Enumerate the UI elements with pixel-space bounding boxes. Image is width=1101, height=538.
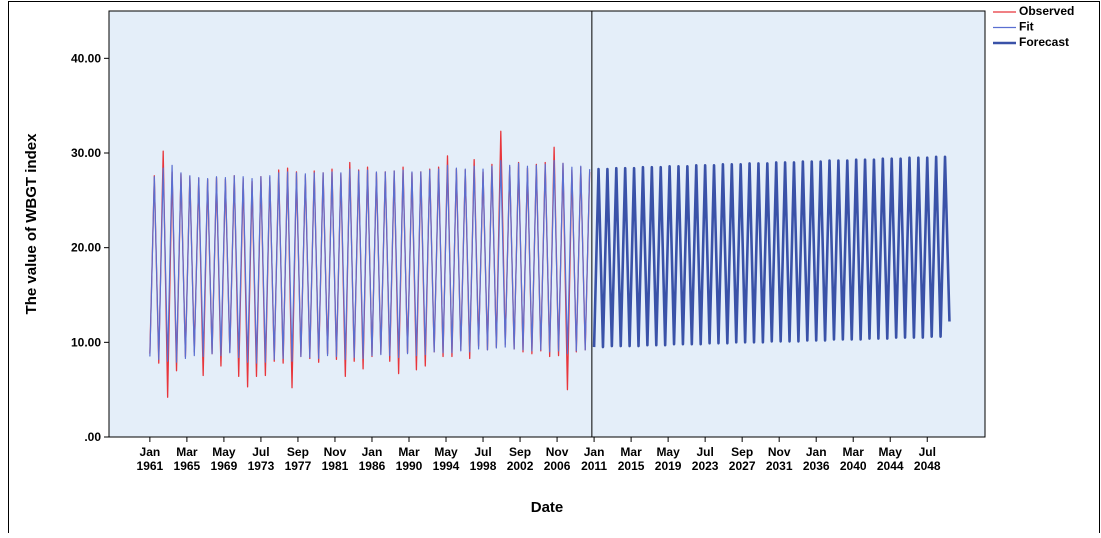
x-tick-label: Jan 2036 — [803, 445, 830, 473]
y-tick-label: 20.00 — [71, 241, 101, 255]
x-tick-label-line: 2002 — [507, 459, 534, 473]
x-tick-label-line: 1961 — [137, 459, 164, 473]
x-tick-label: Mar 1990 — [396, 445, 423, 473]
x-tick-label: May 2019 — [655, 445, 682, 473]
x-tick-label: Jul 2048 — [914, 445, 941, 473]
x-tick-label-line: 1994 — [433, 459, 460, 473]
x-tick-label-line: 2040 — [840, 459, 867, 473]
x-tick-label: May 2044 — [877, 445, 904, 473]
x-tick-label-line: 2015 — [618, 459, 645, 473]
x-tick-label: Jan 2011 — [581, 445, 607, 473]
x-tick-label-line: May — [656, 445, 680, 459]
x-tick-label-line: Jul — [474, 445, 491, 459]
x-tick-label-line: Jul — [919, 445, 936, 459]
x-tick-label-line: 2031 — [766, 459, 793, 473]
x-tick-label-line: 2048 — [914, 459, 941, 473]
x-tick-label-line: Mar — [176, 445, 198, 459]
x-tick-label: Sep 2002 — [507, 445, 534, 473]
series-line — [592, 155, 951, 349]
x-tick-label: Mar 2040 — [840, 445, 867, 473]
x-tick-label: Jul 1998 — [470, 445, 497, 473]
legend-label: Observed — [1019, 4, 1074, 18]
frame — [8, 1, 1100, 538]
x-tick-label: Jan 1961 — [137, 445, 164, 473]
x-axis-title: Date — [531, 499, 564, 516]
x-tick-label-line: 2011 — [581, 459, 607, 473]
y-tick-label: 30.00 — [71, 146, 101, 160]
x-tick-label: Sep 2027 — [729, 445, 756, 473]
x-tick-label-line: 1986 — [359, 459, 386, 473]
x-tick-label: Jan 1986 — [359, 445, 386, 473]
x-tick-label-line: 1977 — [285, 459, 312, 473]
y-tick-label: 40.00 — [71, 51, 101, 65]
x-tick-label-line: May — [879, 445, 903, 459]
x-tick-label: Nov 2031 — [766, 445, 793, 473]
x-tick-label: May 1969 — [211, 445, 238, 473]
legend-label: Forecast — [1019, 35, 1069, 49]
x-tick-label-line: 2027 — [729, 459, 756, 473]
x-tick-label: Jul 2023 — [692, 445, 719, 473]
x-tick-label-line: Jul — [696, 445, 713, 459]
y-tick-label: 10.00 — [71, 335, 101, 349]
x-tick-label-line: Mar — [620, 445, 642, 459]
x-tick-label-line: 2019 — [655, 459, 682, 473]
x-tick-label: Sep 1977 — [285, 445, 312, 473]
x-tick-label-line: Jul — [252, 445, 269, 459]
x-tick-label-line: Jan — [806, 445, 827, 459]
x-tick-label: Jul 1973 — [248, 445, 275, 473]
x-tick-label: Nov 2006 — [544, 445, 571, 473]
y-axis-title: The value of WBGT index — [23, 133, 40, 315]
x-tick-label: Mar 1965 — [174, 445, 201, 473]
y-tick-label: .00 — [84, 430, 101, 444]
x-tick-label-line: Sep — [287, 445, 309, 459]
x-tick-label: Nov 1981 — [322, 445, 349, 473]
x-tick-label-line: Mar — [398, 445, 420, 459]
x-tick-label-line: 2006 — [544, 459, 571, 473]
x-tick-label-line: May — [434, 445, 458, 459]
x-tick-label-line: 1973 — [248, 459, 275, 473]
legend-label: Fit — [1019, 20, 1034, 34]
x-tick-label-line: 2023 — [692, 459, 719, 473]
x-tick-label-line: Sep — [509, 445, 531, 459]
x-tick-label: May 1994 — [433, 445, 460, 473]
series-line — [149, 159, 591, 364]
x-tick-label-line: 2036 — [803, 459, 830, 473]
x-tick-label-line: Nov — [546, 445, 569, 459]
x-tick-label-line: 1969 — [211, 459, 238, 473]
x-tick-label-line: Sep — [731, 445, 753, 459]
x-tick-label-line: 1965 — [174, 459, 201, 473]
x-tick-label-line: Nov — [768, 445, 791, 459]
x-tick-label-line: Jan — [584, 445, 605, 459]
x-tick-label: Mar 2015 — [618, 445, 645, 473]
x-tick-label-line: 1998 — [470, 459, 497, 473]
x-tick-label-line: May — [212, 445, 236, 459]
x-tick-label-line: Jan — [362, 445, 383, 459]
x-tick-label-line: 2044 — [877, 459, 904, 473]
x-tick-label-line: 1990 — [396, 459, 423, 473]
x-tick-label-line: Jan — [140, 445, 161, 459]
x-tick-label-line: Mar — [843, 445, 865, 459]
x-tick-label-line: 1981 — [322, 459, 349, 473]
x-tick-label-line: Nov — [324, 445, 347, 459]
